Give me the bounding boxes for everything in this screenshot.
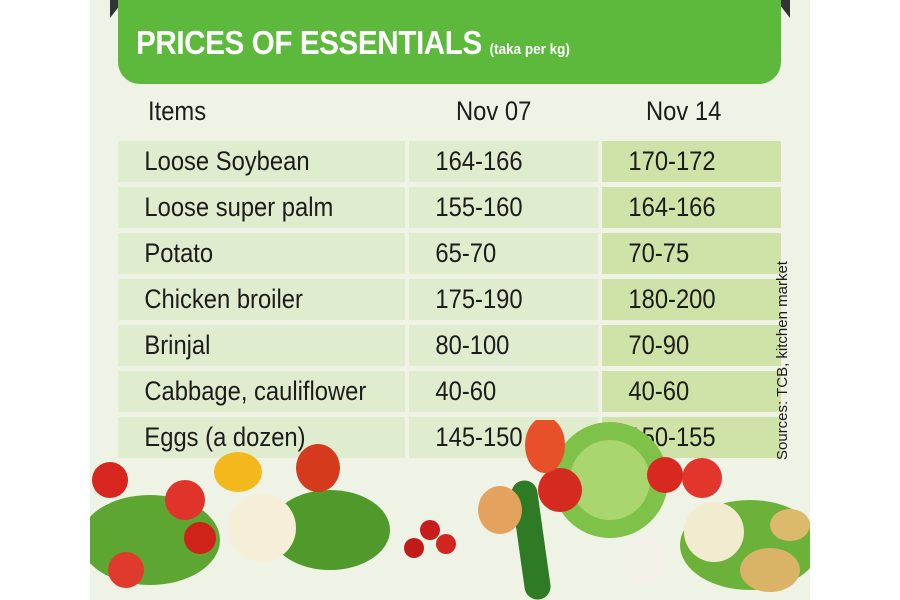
item-cell: Potato xyxy=(118,233,405,274)
price-nov07: 145-150 xyxy=(435,422,523,452)
tomato-shape xyxy=(92,462,128,498)
tomato-shape xyxy=(682,458,722,498)
price-cell-nov07: 65-70 xyxy=(409,233,598,274)
price-cell-nov14: 70-75 xyxy=(602,233,781,274)
price-cell-nov07: 164-166 xyxy=(409,141,598,182)
tomato-shape xyxy=(165,480,205,520)
cherry-tomato-shape xyxy=(404,538,424,558)
table-row: Cabbage, cauliflower 40-60 40-60 xyxy=(118,371,781,412)
item-name: Loose super palm xyxy=(144,192,334,222)
item-cell: Chicken broiler xyxy=(118,279,405,320)
item-name: Potato xyxy=(144,238,214,268)
greens-shape xyxy=(270,490,390,570)
tomato-shape xyxy=(647,457,683,493)
item-cell: Eggs (a dozen) xyxy=(118,417,405,458)
item-name: Chicken broiler xyxy=(144,284,303,314)
title-text: PRICES OF ESSENTIALS xyxy=(136,24,482,61)
onion-shape xyxy=(478,486,522,534)
item-name: Loose Soybean xyxy=(144,146,310,176)
cabbage-shape xyxy=(570,440,650,520)
price-nov07: 164-166 xyxy=(435,146,523,176)
yellow-pepper-shape xyxy=(214,452,262,492)
potato-shape xyxy=(770,509,810,541)
cherry-tomato-shape xyxy=(420,520,440,540)
item-cell: Brinjal xyxy=(118,325,405,366)
price-cell-nov14: 70-90 xyxy=(602,325,781,366)
item-name: Eggs (a dozen) xyxy=(144,422,306,452)
item-name: Cabbage, cauliflower xyxy=(144,376,367,406)
table-row: Brinjal 80-100 70-90 xyxy=(118,325,781,366)
price-cell-nov14: 170-172 xyxy=(602,141,781,182)
price-nov14: 164-166 xyxy=(628,192,716,222)
garlic-shape xyxy=(623,534,667,586)
price-cell-nov14: 180-200 xyxy=(602,279,781,320)
cauliflower-shape xyxy=(228,494,296,562)
table-row: Eggs (a dozen) 145-150 150-155 xyxy=(118,417,781,458)
tomato-shape xyxy=(108,552,144,588)
price-nov07: 80-100 xyxy=(435,330,510,360)
price-card: PRICES OF ESSENTIALS (taka per kg) Items… xyxy=(90,0,810,600)
price-nov14: 180-200 xyxy=(628,284,716,314)
column-header-nov07: Nov 07 xyxy=(456,96,532,126)
price-cell-nov07: 80-100 xyxy=(409,325,598,366)
tomato-shape xyxy=(184,522,216,554)
table-row: Loose super palm 155-160 164-166 xyxy=(118,187,781,228)
price-cell-nov07: 40-60 xyxy=(409,371,598,412)
price-nov07: 155-160 xyxy=(435,192,523,222)
red-pepper-shape xyxy=(525,420,565,473)
price-nov07: 40-60 xyxy=(435,376,497,406)
unit-label: (taka per kg) xyxy=(489,41,570,58)
item-name: Brinjal xyxy=(144,330,211,360)
price-nov07: 175-190 xyxy=(435,284,523,314)
price-cell-nov07: 155-160 xyxy=(409,187,598,228)
table-row: Potato 65-70 70-75 xyxy=(118,233,781,274)
item-cell: Loose Soybean xyxy=(118,141,405,182)
column-header-nov14: Nov 14 xyxy=(646,96,722,126)
price-cell-nov14: 164-166 xyxy=(602,187,781,228)
vegetables-illustration xyxy=(90,420,810,600)
price-nov07: 65-70 xyxy=(435,238,497,268)
price-nov14: 170-172 xyxy=(628,146,716,176)
price-nov14: 70-90 xyxy=(628,330,690,360)
table-row: Loose Soybean 164-166 170-172 xyxy=(118,141,781,182)
tomato-shape xyxy=(538,468,582,512)
red-pepper-shape xyxy=(296,444,340,492)
price-nov14: 40-60 xyxy=(628,376,690,406)
item-cell: Cabbage, cauliflower xyxy=(118,371,405,412)
column-header-items: Items xyxy=(148,96,207,126)
potato-shape xyxy=(740,548,800,592)
price-cell-nov14: 40-60 xyxy=(602,371,781,412)
table-row: Chicken broiler 175-190 180-200 xyxy=(118,279,781,320)
item-cell: Loose super palm xyxy=(118,187,405,228)
cauliflower-shape xyxy=(684,502,744,562)
page-title: PRICES OF ESSENTIALS (taka per kg) xyxy=(136,24,570,62)
price-cell-nov07: 175-190 xyxy=(409,279,598,320)
price-nov14: 70-75 xyxy=(628,238,690,268)
header-banner: PRICES OF ESSENTIALS (taka per kg) xyxy=(118,0,781,84)
cherry-tomato-shape xyxy=(436,534,456,554)
